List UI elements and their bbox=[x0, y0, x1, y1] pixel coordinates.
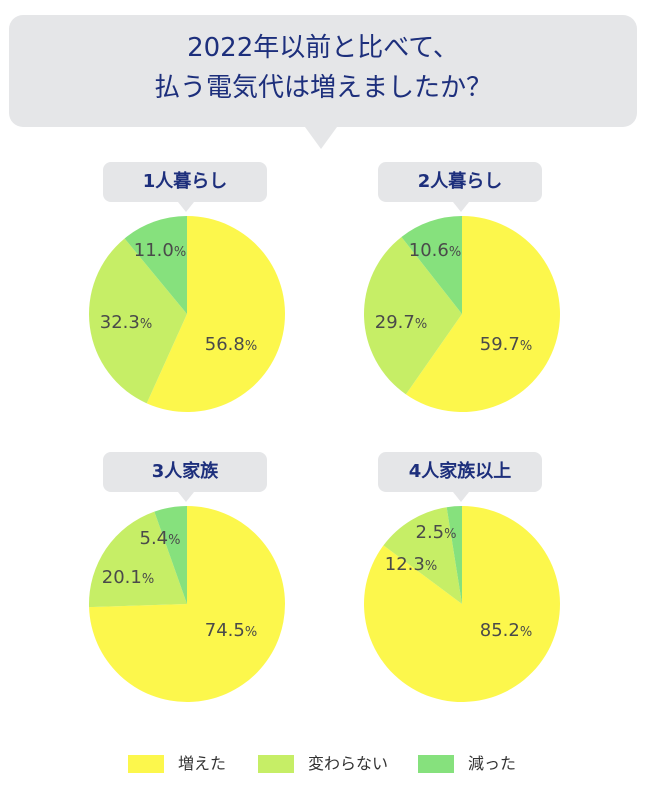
pie-label-single: 1人暮らし bbox=[103, 162, 267, 202]
legend-label-decreased: 減った bbox=[468, 754, 517, 773]
pie-label-tail bbox=[453, 202, 469, 212]
legend-swatch-unchanged bbox=[258, 755, 294, 773]
data-label-family3-unchanged: 20.1% bbox=[102, 567, 154, 588]
data-label-couple-increased: 59.7% bbox=[480, 334, 532, 355]
pie-svg-family4plus: 85.2% 12.3% 2.5% bbox=[364, 506, 560, 702]
pie-svg-family3: 74.5% 20.1% 5.4% bbox=[89, 506, 285, 702]
pie-chart-family4plus: 4人家族以上 85.2% 12.3% 2.5% bbox=[275, 452, 599, 752]
pie-slice-family3-unchanged bbox=[89, 511, 187, 608]
pie-slice-family3-decreased bbox=[154, 506, 187, 604]
legend-swatch-decreased bbox=[418, 755, 454, 773]
legend-label-increased: 増えた bbox=[178, 754, 227, 773]
data-label-family3-decreased: 5.4% bbox=[140, 528, 181, 549]
data-label-family4plus-unchanged: 12.3% bbox=[385, 554, 437, 575]
pie-slice-family4plus-unchanged bbox=[383, 507, 462, 604]
pie-slice-family3-increased bbox=[89, 506, 285, 702]
pie-svg-couple: 59.7% 29.7% 10.6% bbox=[364, 216, 560, 412]
pie-slice-family4plus-decreased bbox=[446, 506, 462, 604]
title-line-1: 2022年以前と比べて、 bbox=[187, 33, 459, 63]
data-label-family3-increased: 74.5% bbox=[205, 620, 257, 641]
pie-chart-couple: 2人暮らし 59.7% 29.7% 10.6% bbox=[275, 162, 599, 462]
pie-label-tail bbox=[178, 202, 194, 212]
pie-slice-single-decreased bbox=[124, 216, 187, 314]
pie-label-family4plus: 4人家族以上 bbox=[378, 452, 542, 492]
legend: 増えた 変わらない 減った bbox=[0, 752, 648, 776]
data-label-single-unchanged: 32.3% bbox=[100, 312, 152, 333]
legend-label-unchanged: 変わらない bbox=[308, 754, 389, 773]
pie-label-tail bbox=[453, 492, 469, 502]
pie-slice-single-increased bbox=[146, 216, 286, 412]
pie-slice-couple-decreased bbox=[401, 216, 462, 314]
pie-slice-single-unchanged bbox=[89, 238, 187, 404]
data-label-single-increased: 56.8% bbox=[205, 334, 257, 355]
pie-chart-single: 1人暮らし 56.8% 32.3% 11.0% bbox=[0, 162, 324, 462]
data-label-couple-decreased: 10.6% bbox=[409, 240, 461, 261]
data-label-family4plus-decreased: 2.5% bbox=[416, 522, 457, 543]
question-bubble bbox=[9, 15, 637, 127]
pie-slice-couple-increased bbox=[405, 216, 560, 412]
pie-label-family3: 3人家族 bbox=[103, 452, 267, 492]
pie-svg-single: 56.8% 32.3% 11.0% bbox=[89, 216, 286, 412]
pie-label-tail bbox=[178, 492, 194, 502]
data-label-couple-unchanged: 29.7% bbox=[375, 312, 427, 333]
legend-swatch-increased bbox=[128, 755, 164, 773]
data-label-single-decreased: 11.0% bbox=[134, 240, 186, 261]
pie-slice-couple-unchanged bbox=[364, 236, 462, 395]
data-label-family4plus-increased: 85.2% bbox=[480, 620, 532, 641]
pie-label-couple: 2人暮らし bbox=[378, 162, 542, 202]
title-line-2: 払う電気代は増えましたか？ bbox=[153, 73, 492, 103]
pie-chart-family3: 3人家族 74.5% 20.1% 5.4% bbox=[0, 452, 324, 752]
question-bubble-tail bbox=[305, 127, 337, 149]
chart-title: 2022年以前と比べて、 払う電気代は増えましたか？ bbox=[9, 28, 637, 108]
